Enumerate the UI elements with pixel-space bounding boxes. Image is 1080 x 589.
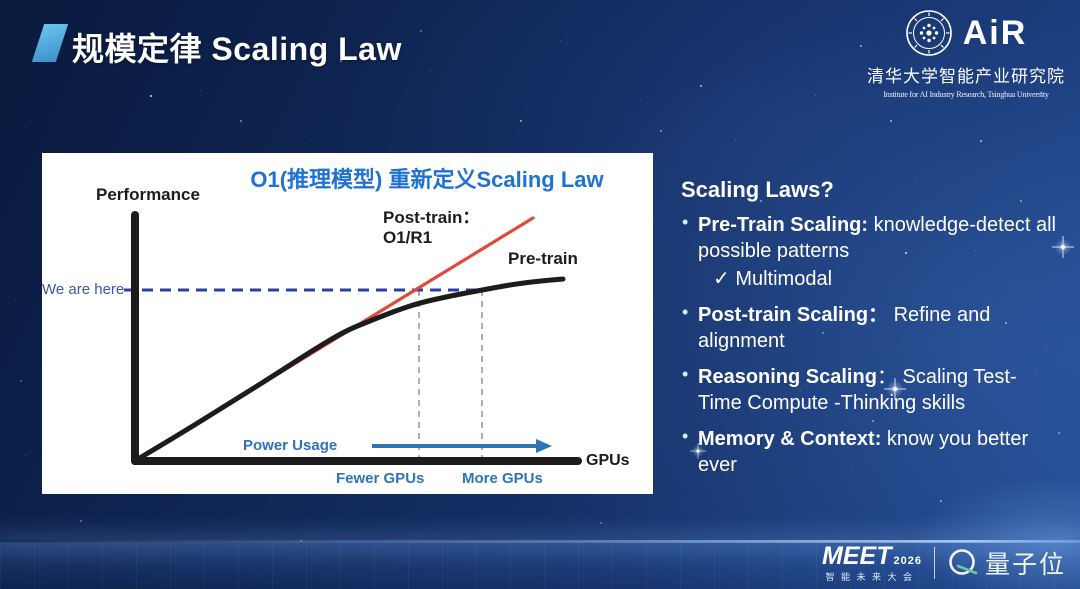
post-train-label: Post-train： O1/R1 [383, 208, 480, 248]
qbit-label: 量子位 [984, 551, 1066, 579]
bullet-pre-train: Pre-Train Scaling: knowledge-detect all … [681, 211, 1059, 292]
scaling-law-figure: O1(推理模型) 重新定义Scaling Law Performance We … [42, 153, 653, 494]
bullet-memory-context: Memory & Context: know you better ever [681, 425, 1059, 478]
air-logo: AiR 清华大学智能产业研究院 Institute for AI Industr… [860, 8, 1072, 99]
horizon-glow [0, 540, 1080, 543]
qbit-q-icon [949, 549, 978, 575]
title-parallelogram-icon [31, 24, 69, 62]
we-are-here-label: We are here [42, 281, 125, 298]
meet-2026-logo: MEET 2026 智能未来大会 [822, 542, 922, 582]
pre-train-label: Pre-train [508, 249, 578, 268]
qbit-logo: 量子位 [947, 545, 1066, 581]
figure-title: O1(推理模型) 重新定义Scaling Law [250, 167, 604, 192]
footer-logos: MEET 2026 智能未来大会 量子位 [822, 544, 1066, 582]
power-usage-label: Power Usage [243, 437, 338, 454]
more-gpus-label: More GPUs [462, 470, 543, 487]
page-title: 规模定律 Scaling Law [72, 31, 402, 67]
air-wordmark: AiR [962, 14, 1028, 52]
panel-heading: Scaling Laws? [681, 177, 834, 202]
fewer-gpus-label: Fewer GPUs [336, 470, 425, 487]
y-axis-label: Performance [96, 185, 200, 204]
x-axis-label: GPUs [586, 452, 630, 469]
ground-grid [0, 542, 1080, 589]
scaling-laws-panel: Scaling Laws? Pre-Train Scaling: knowled… [681, 177, 1059, 488]
bullet-list: Pre-Train Scaling: knowledge-detect all … [681, 211, 1059, 478]
footer-divider [933, 547, 935, 579]
tsinghua-seal-icon [905, 10, 952, 56]
figure-canvas [124, 211, 582, 465]
bullet-reasoning: Reasoning Scaling： Scaling Test-Time Com… [681, 363, 1059, 416]
bullet-post-train: Post-train Scaling： Refine and alignment [681, 301, 1059, 354]
air-chinese-name: 清华大学智能产业研究院 [867, 67, 1065, 86]
air-english-name: Institute for AI Industry Research, Tsin… [883, 90, 1049, 99]
sub-item-multimodal: ✓ Multimodal [713, 268, 833, 290]
